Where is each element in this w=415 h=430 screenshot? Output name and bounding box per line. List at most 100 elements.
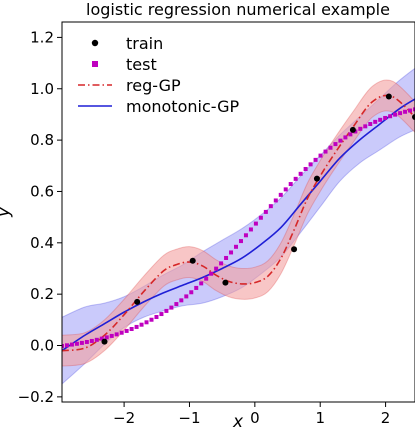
test-point	[62, 343, 64, 348]
legend-label: test	[126, 55, 157, 74]
x-tick-label: −1	[178, 409, 200, 427]
test-point	[243, 233, 248, 238]
x-tick-label: −2	[113, 409, 135, 427]
train-point	[385, 93, 392, 100]
test-point	[114, 332, 119, 337]
y-tick-label: 0.0	[30, 337, 54, 355]
test-point	[219, 261, 224, 266]
plot-area	[62, 67, 415, 385]
legend-label: train	[126, 34, 163, 53]
test-point	[288, 182, 293, 187]
test-point	[358, 126, 363, 131]
train-point	[313, 175, 320, 182]
test-point	[139, 322, 144, 327]
test-point	[413, 107, 415, 112]
test-point	[273, 198, 278, 203]
legend-label: reg-GP	[126, 76, 181, 95]
test-point	[318, 153, 323, 158]
y-axis-label: y	[0, 206, 14, 218]
test-point	[393, 112, 398, 117]
series-lines	[62, 94, 415, 352]
test-point	[144, 320, 149, 325]
y-tick-label: 0.4	[30, 234, 54, 252]
x-axis: −2 −1 0 1 2	[113, 402, 390, 427]
test-point	[268, 204, 273, 209]
test-point	[104, 335, 109, 340]
test-point	[403, 109, 408, 114]
test-point	[263, 209, 268, 214]
legend-marker	[91, 39, 99, 47]
test-point	[64, 343, 69, 348]
legend-item-monotonic-gp: monotonic-GP	[78, 97, 240, 116]
test-point	[159, 312, 164, 317]
test-point	[258, 215, 263, 220]
test-point	[363, 124, 368, 129]
train-point	[189, 257, 196, 264]
test-point	[194, 285, 199, 290]
x-tick-label: 2	[381, 409, 391, 427]
test-point	[179, 298, 184, 303]
y-tick-label: −0.2	[18, 388, 54, 406]
test-point	[303, 166, 308, 171]
test-point	[229, 250, 234, 255]
test-point	[293, 176, 298, 181]
train-point	[222, 279, 229, 286]
legend: train test reg-GP monotonic-GP	[78, 34, 240, 116]
test-point	[308, 162, 313, 167]
test-point	[313, 157, 318, 162]
test-point	[94, 337, 99, 342]
test-point	[214, 266, 219, 271]
test-point	[69, 342, 74, 347]
reg-gp-line	[62, 94, 415, 352]
test-point	[224, 255, 229, 260]
y-tick-label: 0.2	[30, 285, 54, 303]
test-point	[99, 336, 104, 341]
test-point	[343, 135, 348, 140]
test-point	[204, 276, 209, 281]
y-tick-label: 1.2	[30, 28, 54, 46]
test-point	[234, 244, 239, 249]
test-point	[79, 340, 84, 345]
x-axis-label: x	[232, 412, 244, 430]
train-point	[134, 298, 141, 305]
test-point	[398, 111, 403, 116]
test-point	[164, 308, 169, 313]
test-point	[323, 149, 328, 154]
legend-item-train: train	[91, 34, 163, 53]
legend-marker	[92, 61, 98, 67]
test-point	[89, 338, 94, 343]
chart-title: logistic regression numerical example	[86, 0, 390, 19]
test-point	[348, 132, 353, 137]
test-point	[238, 239, 243, 244]
test-point	[119, 330, 124, 335]
test-point	[368, 122, 373, 127]
plot-frame	[61, 21, 415, 403]
test-point	[84, 339, 89, 344]
y-tick-label: 1.0	[30, 80, 54, 98]
legend-item-reg-gp: reg-GP	[78, 76, 181, 95]
test-point	[388, 114, 393, 119]
test-point	[333, 142, 338, 147]
test-point	[373, 119, 378, 124]
test-point	[184, 294, 189, 299]
x-tick-label: 1	[315, 409, 325, 427]
test-point	[328, 145, 333, 150]
test-point	[154, 314, 159, 319]
test-point	[124, 328, 129, 333]
y-axis: −0.2 0.0 0.2 0.4 0.6 0.8 1.0 1.2	[18, 28, 62, 406]
train-point	[412, 114, 415, 120]
legend-item-test: test	[92, 55, 157, 74]
test-points	[62, 107, 415, 348]
test-point	[283, 187, 288, 192]
test-point	[134, 324, 139, 329]
test-point	[199, 281, 204, 286]
y-tick-label: 0.6	[30, 182, 54, 200]
test-point	[169, 305, 174, 310]
test-point	[298, 171, 303, 176]
train-points	[101, 93, 415, 345]
train-point	[291, 246, 298, 253]
train-point	[101, 338, 108, 345]
test-point	[189, 290, 194, 295]
y-tick-label: 0.8	[30, 131, 54, 149]
